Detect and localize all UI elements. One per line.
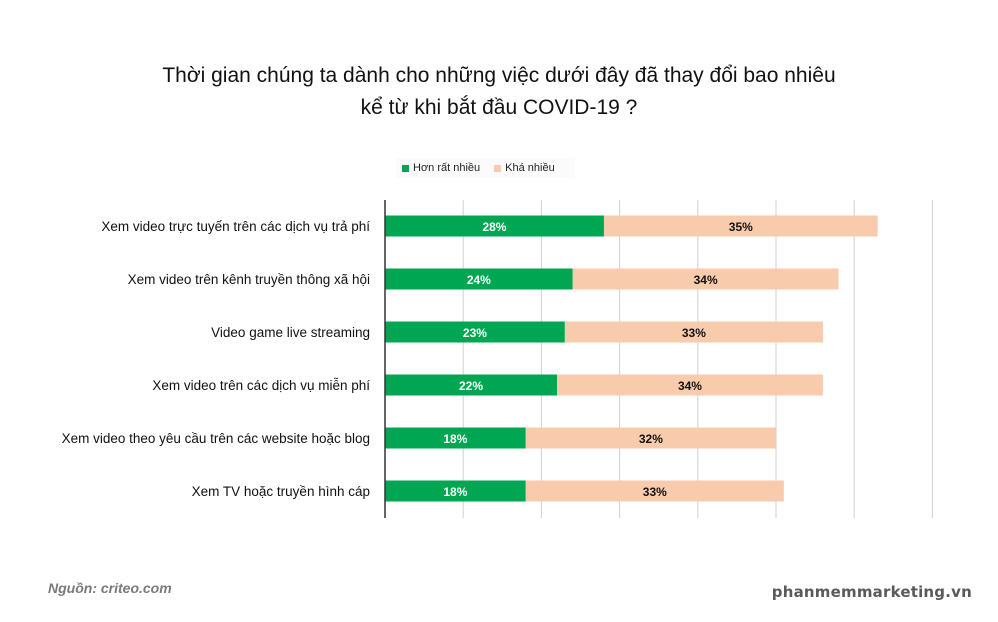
data-label: 33% xyxy=(643,485,667,499)
data-label: 32% xyxy=(639,432,663,446)
chart-legend: Hơn rất nhiều Khá nhiều xyxy=(396,158,575,178)
category-label: Xem video theo yêu cầu trên các website … xyxy=(62,431,370,446)
chart-title-line-1: Thời gian chúng ta dành cho những việc d… xyxy=(162,64,836,87)
source-credit: Nguồn: criteo.com xyxy=(48,580,172,596)
chart-title-line-2: kể từ khi bắt đầu COVID-19 ? xyxy=(360,96,638,119)
data-label: 35% xyxy=(729,220,753,234)
data-label: 18% xyxy=(443,485,467,499)
data-label: 34% xyxy=(694,273,718,287)
bar-segment-2 xyxy=(525,480,784,502)
bar-segment-1 xyxy=(385,480,526,502)
legend-swatch-series-2 xyxy=(494,164,502,172)
bar-segment-1 xyxy=(385,215,604,237)
legend-label-series-1: Hơn rất nhiều xyxy=(413,162,481,174)
data-label: 34% xyxy=(678,379,702,393)
category-label: Xem video trên các dịch vụ miễn phí xyxy=(152,378,370,393)
category-label: Xem video trực tuyến trên các dịch vụ tr… xyxy=(101,219,370,234)
category-label: Video game live streaming xyxy=(211,325,370,340)
legend-item-series-1: Hơn rất nhiều xyxy=(402,162,480,174)
brand-watermark: phanmemmarketing.vn xyxy=(771,583,972,601)
data-label: 22% xyxy=(459,379,483,393)
data-label: 18% xyxy=(443,432,467,446)
legend-swatch-series-1 xyxy=(402,164,409,172)
bar-segment-1 xyxy=(385,427,526,449)
chart-title: Thời gian chúng ta dành cho những việc d… xyxy=(0,60,998,124)
bar-segment-2 xyxy=(525,427,776,449)
data-label: 33% xyxy=(682,326,706,340)
data-label: 28% xyxy=(482,220,506,234)
category-label: Xem TV hoặc truyền hình cáp xyxy=(192,484,370,499)
bar-segment-1 xyxy=(385,374,558,396)
bar-segment-2 xyxy=(572,268,839,290)
bar-segment-2 xyxy=(564,321,823,343)
bar-segment-2 xyxy=(557,374,823,396)
bar-segment-2 xyxy=(603,215,878,237)
data-label: 24% xyxy=(467,273,491,287)
data-label: 23% xyxy=(463,326,487,340)
legend-label-series-2: Khá nhiều xyxy=(505,162,555,174)
legend-item-series-2: Khá nhiều xyxy=(494,162,555,174)
bar-segment-1 xyxy=(385,268,573,290)
category-label: Xem video trên kênh truyền thông xã hội xyxy=(128,272,370,287)
bar-segment-1 xyxy=(385,321,565,343)
